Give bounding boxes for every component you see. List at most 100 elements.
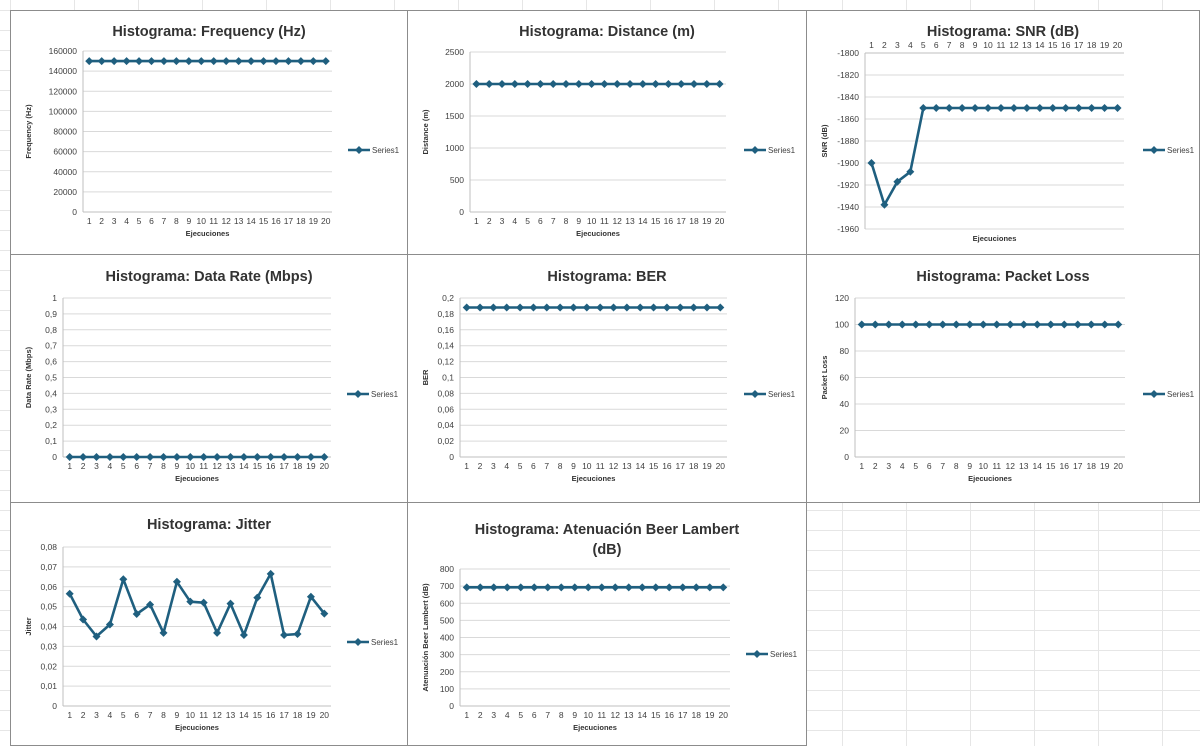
- data-point-marker[interactable]: [293, 630, 302, 639]
- data-point-marker[interactable]: [609, 303, 618, 312]
- data-point-marker[interactable]: [284, 57, 293, 66]
- data-point-marker[interactable]: [1087, 320, 1096, 329]
- data-point-marker[interactable]: [925, 320, 934, 329]
- data-point-marker[interactable]: [184, 57, 193, 66]
- data-point-marker[interactable]: [1073, 320, 1082, 329]
- data-point-marker[interactable]: [965, 320, 974, 329]
- data-point-marker[interactable]: [523, 80, 532, 88]
- chart-data-rate[interactable]: Histograma: Data Rate (Mbps) 0 0,1 0,2 0,3 0,…: [10, 254, 408, 503]
- data-point-marker[interactable]: [626, 80, 634, 88]
- data-point-marker[interactable]: [266, 453, 275, 461]
- data-point-marker[interactable]: [1074, 104, 1083, 112]
- data-point-marker[interactable]: [569, 303, 578, 312]
- data-point-marker[interactable]: [624, 583, 633, 592]
- data-point-marker[interactable]: [65, 589, 74, 598]
- data-point-marker[interactable]: [919, 104, 928, 112]
- data-point-marker[interactable]: [952, 320, 961, 329]
- data-point-marker[interactable]: [1046, 320, 1055, 329]
- data-point-marker[interactable]: [678, 583, 687, 592]
- data-point-marker[interactable]: [867, 159, 876, 167]
- data-point-marker[interactable]: [702, 303, 711, 312]
- data-point-marker[interactable]: [105, 620, 114, 629]
- data-point-marker[interactable]: [649, 303, 658, 312]
- data-point-marker[interactable]: [557, 583, 566, 592]
- data-point-marker[interactable]: [293, 453, 302, 461]
- chart-snr[interactable]: Histograma: SNR (dB) -1960 -1940 -1920 -1900…: [806, 10, 1200, 255]
- data-point-marker[interactable]: [543, 583, 552, 592]
- data-point-marker[interactable]: [958, 104, 967, 112]
- data-point-marker[interactable]: [209, 57, 218, 66]
- data-point-marker[interactable]: [259, 57, 268, 66]
- data-point-marker[interactable]: [172, 453, 181, 461]
- data-point-marker[interactable]: [502, 303, 511, 312]
- data-point-marker[interactable]: [582, 303, 591, 312]
- data-point-marker[interactable]: [651, 80, 660, 88]
- data-point-marker[interactable]: [147, 57, 156, 66]
- data-point-marker[interactable]: [971, 104, 980, 112]
- data-point-marker[interactable]: [159, 453, 168, 461]
- data-point-marker[interactable]: [226, 453, 235, 461]
- data-point-marker[interactable]: [932, 104, 941, 112]
- data-point-marker[interactable]: [574, 80, 583, 88]
- data-point-marker[interactable]: [716, 303, 725, 312]
- data-point-marker[interactable]: [476, 303, 485, 312]
- data-point-marker[interactable]: [1009, 104, 1018, 112]
- data-point-marker[interactable]: [462, 583, 471, 592]
- data-point-marker[interactable]: [132, 609, 141, 618]
- data-point-marker[interactable]: [226, 599, 235, 608]
- data-point-marker[interactable]: [135, 57, 144, 66]
- data-point-marker[interactable]: [549, 80, 558, 88]
- data-point-marker[interactable]: [159, 628, 168, 637]
- data-point-marker[interactable]: [306, 592, 315, 601]
- chart-frequency[interactable]: Histograma: Frequency (Hz) 0 20000 40000 600…: [10, 10, 408, 255]
- data-point-marker[interactable]: [309, 57, 318, 66]
- chart-distance[interactable]: Histograma: Distance (m) 0 500 1000 1500 2000…: [407, 10, 807, 255]
- data-point-marker[interactable]: [992, 320, 1001, 329]
- data-point-marker[interactable]: [266, 569, 275, 578]
- data-point-marker[interactable]: [636, 303, 645, 312]
- data-point-marker[interactable]: [611, 583, 620, 592]
- data-point-marker[interactable]: [906, 167, 915, 176]
- data-point-marker[interactable]: [1019, 320, 1028, 329]
- data-point-marker[interactable]: [719, 583, 728, 592]
- data-point-marker[interactable]: [692, 583, 701, 592]
- data-point-marker[interactable]: [110, 57, 119, 66]
- data-point-marker[interactable]: [530, 583, 539, 592]
- data-point-marker[interactable]: [884, 320, 893, 329]
- data-point-marker[interactable]: [510, 80, 519, 88]
- series-line-series1[interactable]: [870, 106, 1118, 207]
- data-point-marker[interactable]: [945, 104, 954, 112]
- data-point-marker[interactable]: [1048, 104, 1057, 112]
- data-point-marker[interactable]: [1060, 320, 1069, 329]
- data-point-marker[interactable]: [690, 80, 698, 88]
- data-point-marker[interactable]: [489, 583, 498, 592]
- data-point-marker[interactable]: [516, 303, 525, 312]
- data-point-marker[interactable]: [600, 80, 609, 88]
- data-point-marker[interactable]: [676, 303, 685, 312]
- chart-jitter[interactable]: Histograma: Jitter 0 0,01 0,02 0,03 0,04 0,05 0…: [10, 502, 408, 746]
- data-point-marker[interactable]: [622, 303, 631, 312]
- data-point-marker[interactable]: [122, 57, 131, 66]
- data-point-marker[interactable]: [871, 320, 880, 329]
- data-point-marker[interactable]: [1087, 104, 1096, 112]
- data-point-marker[interactable]: [92, 453, 101, 461]
- data-point-marker[interactable]: [1114, 320, 1123, 329]
- data-point-marker[interactable]: [146, 600, 155, 609]
- data-point-marker[interactable]: [1100, 104, 1109, 112]
- data-point-marker[interactable]: [911, 320, 920, 329]
- data-point-marker[interactable]: [662, 303, 671, 312]
- data-point-marker[interactable]: [516, 583, 525, 592]
- data-point-marker[interactable]: [984, 104, 993, 112]
- data-point-marker[interactable]: [213, 453, 222, 461]
- data-point-marker[interactable]: [321, 57, 330, 66]
- data-point-marker[interactable]: [97, 57, 106, 66]
- data-point-marker[interactable]: [65, 453, 74, 461]
- data-point-marker[interactable]: [938, 320, 947, 329]
- data-point-marker[interactable]: [306, 453, 315, 461]
- data-point-marker[interactable]: [320, 453, 329, 461]
- data-point-marker[interactable]: [489, 303, 498, 312]
- data-point-marker[interactable]: [92, 632, 101, 641]
- data-point-marker[interactable]: [105, 453, 114, 461]
- data-point-marker[interactable]: [665, 583, 674, 592]
- data-point-marker[interactable]: [597, 583, 606, 592]
